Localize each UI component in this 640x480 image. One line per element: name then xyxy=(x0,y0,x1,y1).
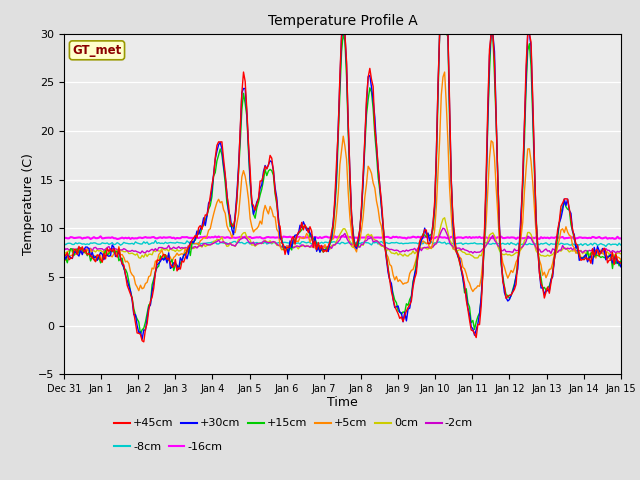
X-axis label: Time: Time xyxy=(327,396,358,408)
Legend: -8cm, -16cm: -8cm, -16cm xyxy=(114,443,223,452)
Title: Temperature Profile A: Temperature Profile A xyxy=(268,14,417,28)
Text: GT_met: GT_met xyxy=(72,44,122,57)
Y-axis label: Temperature (C): Temperature (C) xyxy=(22,153,35,255)
